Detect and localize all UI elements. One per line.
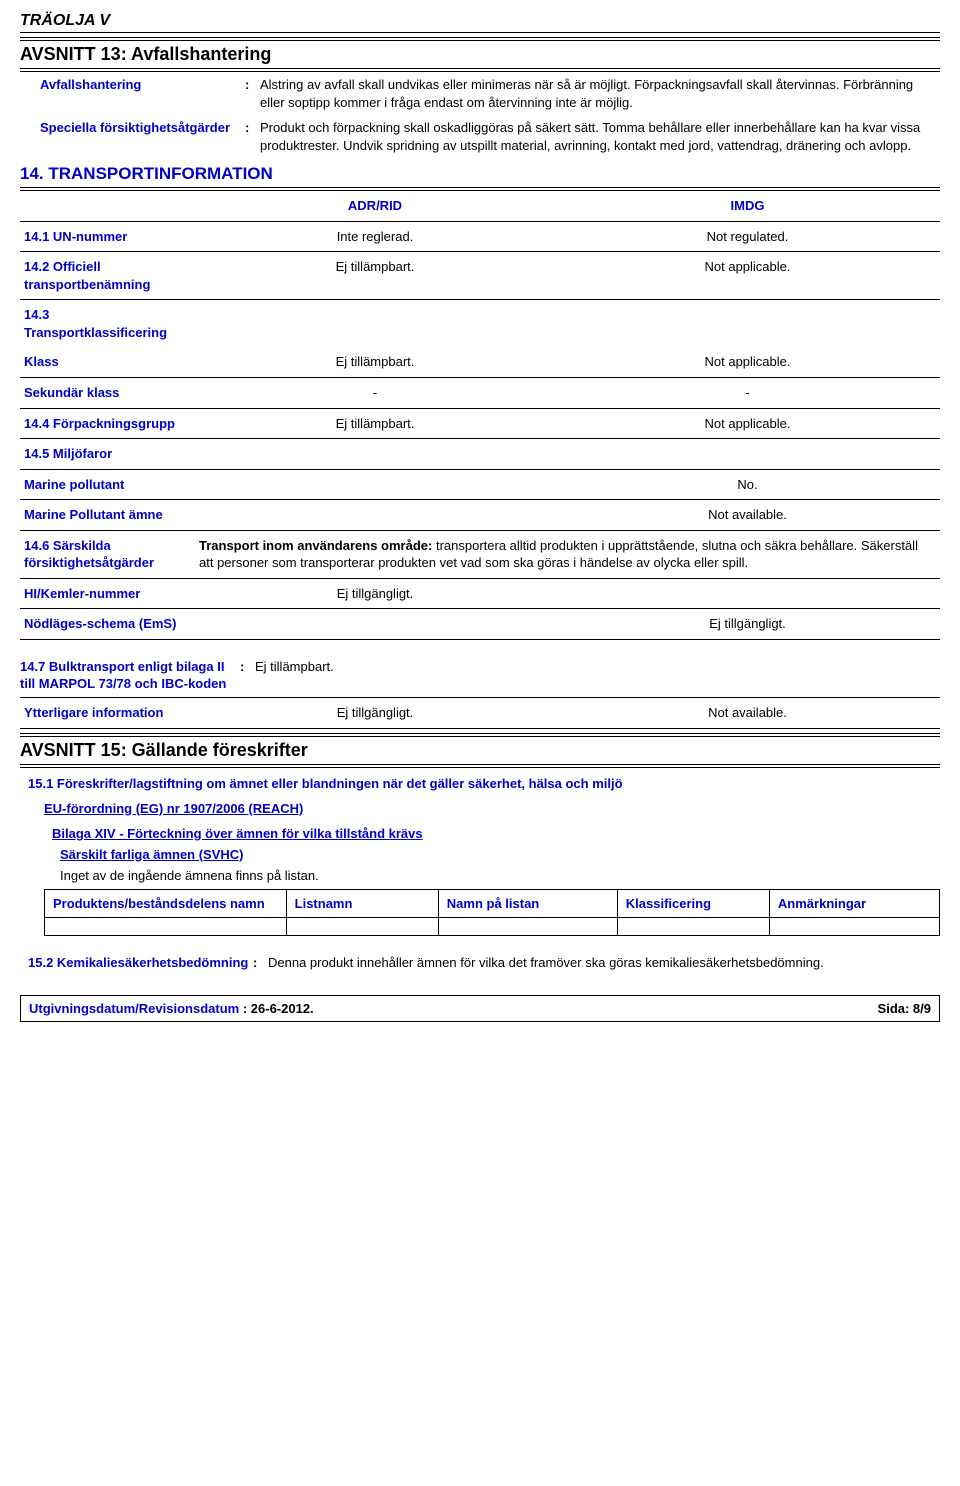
kv-row-bulk: 14.7 Bulktransport enligt bilaga II till… — [20, 654, 940, 697]
kv-value: Denna produkt innehåller ämnen för vilka… — [268, 954, 940, 972]
reg-th: Klassificering — [617, 889, 769, 917]
cell: Ej tillämpbart. — [195, 347, 555, 377]
row-mf-label: 14.5 Miljöfaror — [20, 439, 195, 470]
section-15-header: AVSNITT 15: Gällande föreskrifter — [20, 733, 940, 768]
bilaga: Bilaga XIV - Förteckning över ämnen för … — [20, 818, 940, 843]
cell: Not available. — [555, 500, 940, 531]
kv-label-bulk: 14.7 Bulktransport enligt bilaga II till… — [20, 658, 240, 693]
footer: Utgivningsdatum/Revisionsdatum : 26-6-20… — [20, 995, 940, 1022]
cell-sak: Transport inom användarens område: trans… — [195, 530, 940, 578]
row-ems-label: Nödläges-schema (EmS) — [20, 609, 195, 640]
reg-th: Anmärkningar — [769, 889, 939, 917]
kv-label-152: 15.2 Kemikaliesäkerhetsbedömning — [28, 954, 253, 972]
cell: - — [555, 378, 940, 409]
eu-reg: EU-förordning (EG) nr 1907/2006 (REACH) — [20, 793, 940, 818]
footer-page: Sida: 8/9 — [878, 1001, 931, 1016]
colon: : — [253, 954, 268, 972]
cell: No. — [555, 469, 940, 500]
kv-row-152: 15.2 Kemikaliesäkerhetsbedömning : Denna… — [20, 950, 940, 976]
cell: Ej tillgängligt. — [555, 609, 940, 640]
cell: Not regulated. — [555, 221, 940, 252]
kv-row: Speciella försiktighetsåtgärder : Produk… — [20, 115, 940, 158]
reg-th: Namn på listan — [438, 889, 617, 917]
footer-date: 26-6-2012. — [251, 1001, 314, 1016]
row-hi-label: HI/Kemler-nummer — [20, 578, 195, 609]
product-title: TRÄOLJA V — [20, 12, 940, 33]
section-14-header: 14. TRANSPORTINFORMATION — [20, 158, 940, 191]
row-fg-label: 14.4 Förpackningsgrupp — [20, 408, 195, 439]
row-mpa-label: Marine Pollutant ämne — [20, 500, 195, 531]
cell: Not applicable. — [555, 408, 940, 439]
row-klass-label: Klass — [20, 347, 195, 377]
sak-bold: Transport inom användarens område: — [199, 538, 432, 553]
cell: Ej tillgängligt. — [195, 578, 555, 609]
footer-date-label: Utgivningsdatum/Revisionsdatum — [29, 1001, 239, 1016]
colon: : — [243, 1001, 251, 1016]
row-tk-label: 14.3 Transportklassificering — [20, 300, 195, 348]
colon: : — [245, 119, 260, 154]
cell: Not available. — [555, 698, 940, 729]
cell: Not applicable. — [555, 347, 940, 377]
cell: Ej tillämpbart. — [195, 408, 555, 439]
colon: : — [240, 658, 255, 693]
row-sek-label: Sekundär klass — [20, 378, 195, 409]
colon: : — [245, 76, 260, 111]
row-mp-label: Marine pollutant — [20, 469, 195, 500]
reg-th: Produktens/beståndsdelens namn — [45, 889, 287, 917]
kv-value: Alstring av avfall skall undvikas eller … — [260, 76, 940, 111]
row-yt-label: Ytterligare information — [20, 698, 195, 729]
kv-row: Avfallshantering : Alstring av avfall sk… — [20, 72, 940, 115]
kv-label-speciella: Speciella försiktighetsåtgärder — [40, 119, 245, 154]
row-un-label: 14.1 UN-nummer — [20, 221, 195, 252]
col-header-imdg: IMDG — [555, 191, 940, 221]
section-13-header: AVSNITT 13: Avfallshantering — [20, 37, 940, 72]
kv-value: Ej tillämpbart. — [255, 658, 940, 693]
cell: Ej tillämpbart. — [195, 252, 555, 300]
col-header-adr: ADR/RID — [195, 191, 555, 221]
svhc-text: Inget av de ingående ämnena finns på lis… — [20, 864, 940, 889]
reg-table: Produktens/beståndsdelens namn Listnamn … — [44, 889, 940, 936]
row-sak-label: 14.6 Särskilda försiktighetsåtgärder — [20, 530, 195, 578]
row-off-label: 14.2 Officiell transportbenämning — [20, 252, 195, 300]
kv-label-avfall: Avfallshantering — [40, 76, 245, 111]
reg-th: Listnamn — [286, 889, 438, 917]
svhc: Särskilt farliga ämnen (SVHC) — [20, 843, 940, 864]
cell: Ej tillgängligt. — [195, 698, 555, 729]
kv-value: Produkt och förpackning skall oskadliggö… — [260, 119, 940, 154]
cell: Inte reglerad. — [195, 221, 555, 252]
cell: - — [195, 378, 555, 409]
transport-table: ADR/RID IMDG 14.1 UN-nummer Inte reglera… — [20, 191, 940, 640]
cell: Not applicable. — [555, 252, 940, 300]
transport-table-extra: Ytterligare information Ej tillgängligt.… — [20, 697, 940, 729]
sub-15-1: 15.1 Föreskrifter/lagstiftning om ämnet … — [20, 768, 940, 793]
